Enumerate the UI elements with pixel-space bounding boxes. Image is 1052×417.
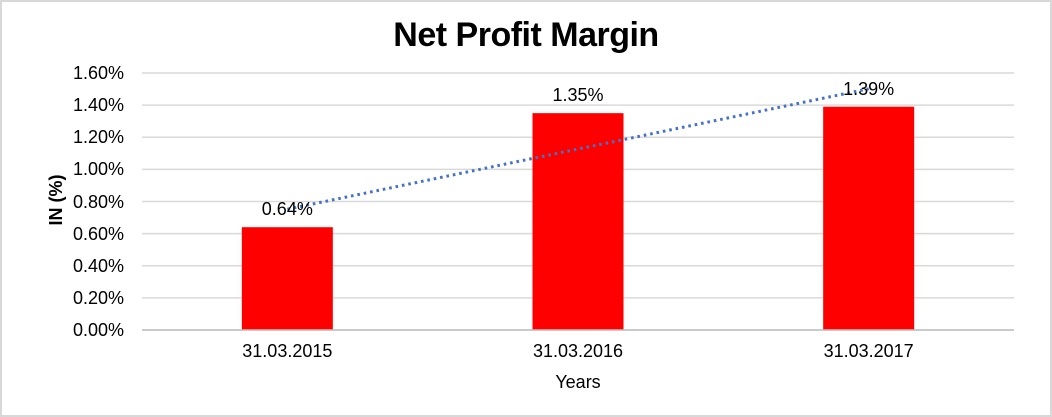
y-tick-label: 0.80% [72, 191, 124, 212]
y-tick-label: 1.40% [72, 95, 124, 116]
bar [823, 106, 915, 330]
bar-series [241, 106, 915, 330]
bar-data-label: 1.39% [843, 78, 895, 99]
x-category-label: 31.03.2015 [242, 341, 333, 361]
bar [241, 227, 333, 330]
x-axis-title: Years [555, 372, 601, 392]
bar [532, 113, 624, 330]
chart-title: Net Profit Margin [393, 16, 659, 54]
x-category-label: 31.03.2017 [823, 341, 914, 361]
y-tick-label: 1.60% [72, 63, 124, 83]
y-tick-label: 0.40% [72, 255, 124, 276]
y-tick-label: 0.60% [72, 223, 124, 244]
bar-data-label: 0.64% [261, 199, 313, 220]
trendline [287, 87, 869, 211]
y-tick-label: 1.00% [72, 159, 124, 180]
y-tick-label: 0.00% [72, 320, 124, 340]
bar-data-label: 1.35% [552, 85, 604, 106]
x-category-label: 31.03.2016 [532, 341, 624, 361]
y-tick-label: 1.20% [72, 127, 124, 148]
y-tick-label: 0.20% [72, 287, 124, 308]
